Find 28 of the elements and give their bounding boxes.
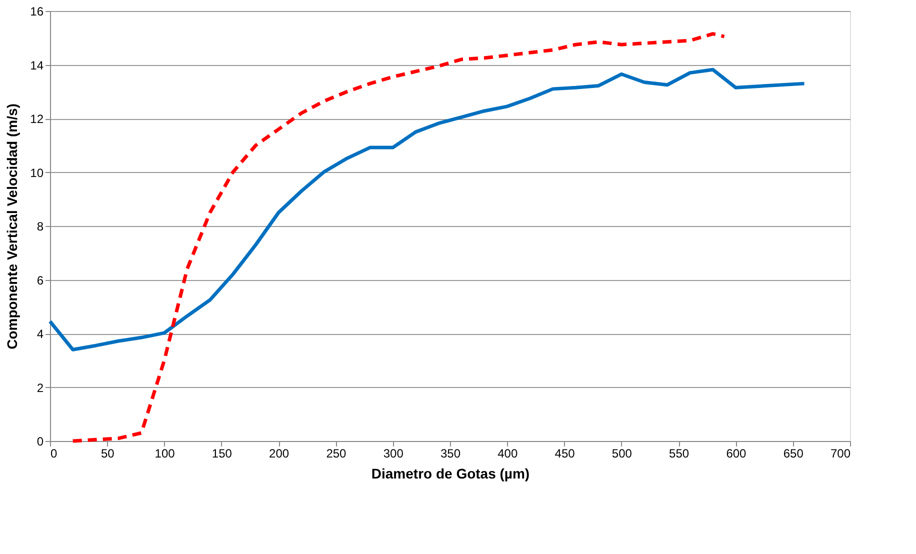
x-axis-title: Diametro de Gotas (µm) <box>371 466 530 482</box>
y-tick-label: 10 <box>30 166 44 180</box>
y-tick-label: 2 <box>36 380 44 395</box>
y-tick-label: 12 <box>30 112 44 126</box>
x-tick-label: 50 <box>100 446 115 460</box>
x-tick-label: 500 <box>612 446 632 460</box>
y-tick-label: 6 <box>36 273 44 288</box>
y-tick-label: 8 <box>36 220 44 234</box>
x-tick-label: 350 <box>440 446 461 460</box>
y-tick-label: 14 <box>30 58 44 72</box>
x-tick-label: 600 <box>726 446 747 460</box>
x-tick-label: 200 <box>269 446 290 460</box>
x-tick-label: 250 <box>326 446 347 460</box>
line-series <box>48 68 806 352</box>
x-tick-label: 550 <box>669 446 690 460</box>
y-tick-label: 4 <box>36 327 44 341</box>
x-tick-label: 450 <box>554 446 576 460</box>
x-tick-label: 150 <box>212 446 232 460</box>
x-tick-label: 700 <box>830 446 851 460</box>
x-tick-label: 0 <box>50 446 58 460</box>
x-tick-label: 100 <box>154 446 176 460</box>
y-tick-label: 0 <box>36 434 44 448</box>
x-tick-label: 650 <box>783 446 804 460</box>
y-axis-title: Componente Vertical Velocidad (m/s) <box>4 104 20 350</box>
y-tick-label: 16 <box>30 4 44 18</box>
x-tick-label: 400 <box>498 446 518 460</box>
x-tick-label: 300 <box>383 446 404 460</box>
line-series <box>71 32 726 443</box>
